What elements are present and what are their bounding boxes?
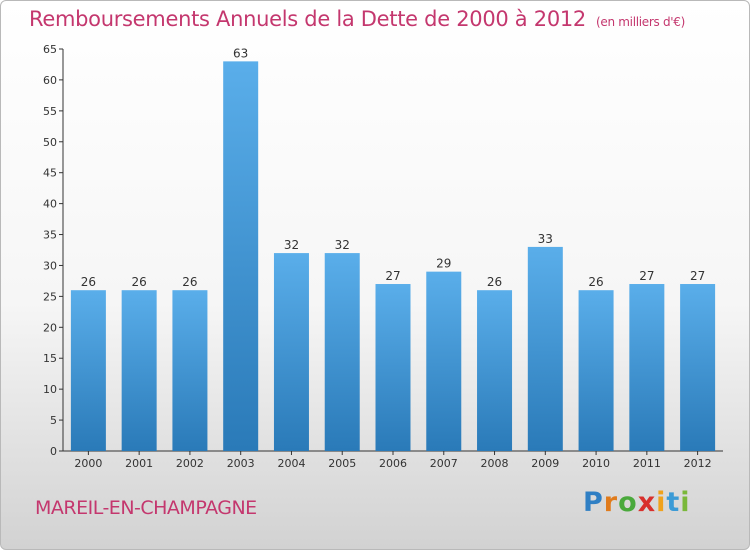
logo-letter: i: [680, 487, 691, 518]
x-tick-label: 2011: [633, 457, 661, 470]
chart-title-text: Remboursements Annuels de la Dette de 20…: [29, 7, 586, 31]
bar-2003: [223, 61, 259, 451]
x-tick-label: 2003: [227, 457, 255, 470]
value-label: 26: [132, 275, 147, 289]
x-tick-label: 2008: [481, 457, 509, 470]
x-tick-label: 2002: [176, 457, 204, 470]
y-tick-label: 20: [43, 321, 57, 334]
y-tick-label: 45: [43, 167, 57, 180]
chart-title: Remboursements Annuels de la Dette de 20…: [29, 7, 685, 31]
y-tick-label: 5: [50, 414, 57, 427]
value-label: 32: [335, 238, 350, 252]
y-tick-label: 65: [43, 43, 57, 56]
y-tick-label: 50: [43, 136, 57, 149]
logo-letter: r: [603, 487, 619, 518]
bar-2009: [527, 246, 563, 451]
bar-2011: [629, 284, 665, 451]
value-label: 26: [487, 275, 502, 289]
y-tick-label: 15: [43, 352, 57, 365]
x-tick-label: 2009: [531, 457, 559, 470]
bar-2001: [121, 290, 157, 451]
value-label: 27: [385, 269, 400, 283]
proxiti-logo[interactable]: Proxiti: [583, 487, 691, 518]
logo-letter: o: [618, 487, 638, 518]
x-tick-label: 2006: [379, 457, 407, 470]
y-tick-label: 30: [43, 259, 57, 272]
y-tick-label: 55: [43, 105, 57, 118]
logo-letter: x: [637, 487, 657, 518]
value-label: 32: [284, 238, 299, 252]
bar-2006: [375, 284, 411, 451]
value-label: 26: [182, 275, 197, 289]
value-label: 27: [690, 269, 705, 283]
x-tick-label: 2010: [582, 457, 610, 470]
logo-letter: i: [656, 487, 667, 518]
x-tick-label: 2007: [430, 457, 458, 470]
value-label: 29: [436, 257, 451, 271]
bar-2002: [172, 290, 208, 451]
unit-note: (en milliers d'€): [596, 15, 686, 29]
y-tick-label: 10: [43, 383, 57, 396]
commune-name: MAREIL-EN-CHAMPAGNE: [35, 497, 257, 519]
x-tick-label: 2004: [277, 457, 305, 470]
x-tick-label: 2005: [328, 457, 356, 470]
bar-2010: [578, 290, 614, 451]
chart-bars: [70, 61, 716, 451]
bar-2004: [273, 253, 309, 451]
logo-letter: t: [666, 487, 681, 518]
chart-labels: 26 26 26 63 32 32 27 29 26 33 26 27 27: [81, 46, 706, 289]
bar-2005: [324, 253, 360, 451]
value-label: 26: [81, 275, 96, 289]
x-tick-label: 2001: [125, 457, 153, 470]
y-tick-label: 35: [43, 229, 57, 242]
x-tick-label: 2012: [684, 457, 712, 470]
y-tick-label: 0: [50, 445, 57, 458]
bar-2008: [477, 290, 513, 451]
x-tick-label: 2000: [74, 457, 102, 470]
value-label: 26: [588, 275, 603, 289]
bar-2012: [680, 284, 716, 451]
bar-2000: [70, 290, 106, 451]
y-tick-label: 25: [43, 290, 57, 303]
y-tick-label: 40: [43, 198, 57, 211]
bar-2007: [426, 271, 462, 451]
chart-axes: 0 5 10 15 20 25 30 35 40 45 50 55 60 65 2000 2001 2002 20…: [43, 43, 723, 470]
y-tick-label: 60: [43, 74, 57, 87]
value-label: 63: [233, 46, 248, 60]
value-label: 27: [639, 269, 654, 283]
value-label: 33: [538, 232, 553, 246]
logo-letter: P: [583, 487, 604, 518]
